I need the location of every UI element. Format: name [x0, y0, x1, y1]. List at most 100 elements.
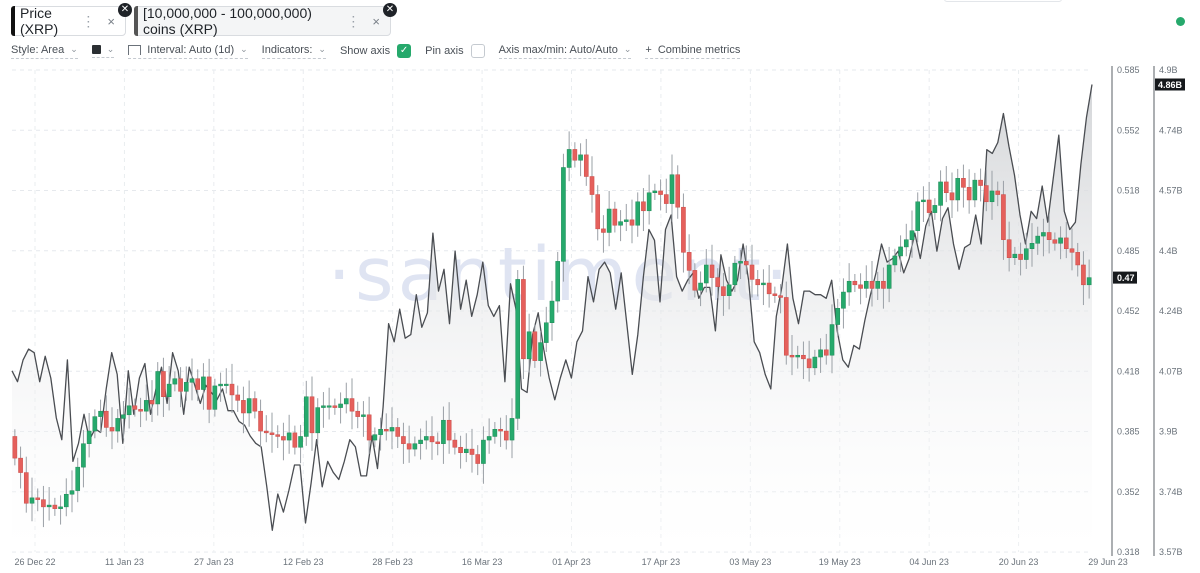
- close-tab-icon[interactable]: ✕: [118, 3, 132, 17]
- price-candle: [635, 201, 641, 226]
- price-candle: [1001, 194, 1006, 240]
- price-candle: [629, 219, 635, 226]
- price-candle: [681, 206, 686, 253]
- price-candle: [618, 221, 623, 226]
- price-candle: [841, 291, 846, 309]
- x-tick-label: 19 May 23: [819, 557, 861, 567]
- supply-tick-label: 3.57B: [1159, 547, 1183, 557]
- price-candle: [12, 436, 18, 459]
- price-candle: [401, 436, 406, 444]
- price-candle: [206, 376, 212, 410]
- style-label: Style: Area: [11, 43, 65, 56]
- price-candle: [1018, 253, 1023, 260]
- indicators-dropdown[interactable]: Indicators: ⌄: [261, 44, 326, 59]
- price-tick-label: 0.318: [1117, 547, 1140, 557]
- x-axis-labels: 26 Dec 22 11 Jan 23 27 Jan 23 12 Feb 23 28 F…: [14, 557, 1127, 567]
- price-candle: [978, 179, 983, 186]
- supply-tick-label: 4.07B: [1159, 366, 1183, 376]
- supply-tick-label: 4.4B: [1159, 246, 1178, 256]
- price-candle: [109, 427, 115, 432]
- price-candle: [526, 331, 532, 360]
- axis-maxmin-dropdown[interactable]: Axis max/min: Auto/Auto ⌄: [498, 44, 632, 59]
- price-candle: [823, 349, 829, 356]
- style-dropdown[interactable]: Style: Area ⌄: [11, 44, 78, 59]
- price-candle: [1075, 252, 1081, 266]
- price-candle: [721, 286, 726, 296]
- price-candle: [143, 400, 149, 412]
- interval-label: Interval: Auto (1d): [147, 43, 235, 56]
- remove-metric-icon[interactable]: ×: [107, 13, 115, 29]
- metric-color-bar: [11, 6, 15, 36]
- x-tick-label: 27 Jan 23: [194, 557, 234, 567]
- price-candle: [86, 430, 92, 444]
- x-tick-label: 04 Jun 23: [909, 557, 949, 567]
- pin-axis-checkbox[interactable]: [470, 44, 485, 58]
- price-candle: [949, 192, 955, 201]
- supply-current-label: 4.86B: [1158, 80, 1183, 90]
- price-candle: [281, 436, 286, 441]
- price-candle: [315, 407, 321, 434]
- price-candle: [595, 194, 601, 230]
- price-candle: [686, 252, 692, 271]
- price-candle: [395, 427, 401, 437]
- price-candle: [1035, 235, 1041, 244]
- price-candle: [795, 354, 801, 358]
- price-candle: [166, 383, 172, 397]
- price-tick-label: 0.352: [1117, 487, 1140, 497]
- price-candle: [1081, 264, 1086, 286]
- price-candle: [852, 280, 858, 286]
- price-candle: [555, 261, 561, 302]
- price-candle: [212, 385, 218, 410]
- price-candle: [915, 201, 921, 231]
- price-candle: [132, 405, 138, 410]
- price-current-badge: [1113, 271, 1137, 284]
- price-candle: [1006, 239, 1012, 258]
- price-candle: [343, 398, 349, 405]
- more-options-icon[interactable]: ⋮: [346, 12, 361, 29]
- price-current-label: 0.47: [1117, 273, 1135, 283]
- color-dropdown[interactable]: ⌄: [91, 44, 115, 58]
- price-candle: [183, 382, 189, 392]
- price-candle: [252, 398, 258, 412]
- price-candle: [1086, 277, 1092, 286]
- price-candle: [69, 490, 75, 495]
- price-candle: [926, 199, 932, 213]
- price-candle: [658, 190, 663, 195]
- supply-tick-label: 4.24B: [1159, 306, 1183, 316]
- interval-dropdown[interactable]: Interval: Auto (1d) ⌄: [128, 43, 248, 59]
- price-candle: [155, 371, 161, 405]
- remove-metric-icon[interactable]: ×: [372, 13, 380, 29]
- price-candle: [812, 356, 818, 369]
- price-candle: [332, 405, 338, 408]
- price-candle: [126, 405, 132, 416]
- metric-tab-label: [10,000,000 - 100,000,000) coins (XRP): [143, 5, 312, 37]
- price-candle: [932, 205, 938, 213]
- price-candle: [863, 280, 869, 289]
- price-tick-label: 0.585: [1117, 65, 1140, 75]
- price-candle: [612, 208, 618, 226]
- close-tab-icon[interactable]: ✕: [383, 3, 397, 17]
- price-candle: [669, 174, 675, 204]
- price-candle: [321, 405, 326, 408]
- metric-tab-price[interactable]: Price (XRP) ⋮ ×: [11, 5, 126, 37]
- price-candle: [326, 405, 332, 408]
- price-candle: [481, 439, 486, 464]
- price-candle: [801, 354, 806, 360]
- price-candle: [286, 432, 292, 441]
- price-candle: [743, 261, 749, 266]
- supply-tick-label: 4.74B: [1159, 125, 1183, 135]
- combine-label: Combine metrics: [657, 43, 741, 56]
- supply-tick-label: 4.57B: [1159, 186, 1183, 196]
- metric-tab-supply[interactable]: [10,000,000 - 100,000,000) coins (XRP) ⋮…: [134, 5, 391, 37]
- more-options-icon[interactable]: ⋮: [81, 12, 96, 29]
- price-candle: [903, 239, 909, 248]
- price-candle: [63, 493, 69, 508]
- combine-metrics-button[interactable]: + Combine metrics: [645, 43, 741, 59]
- show-axis-checkbox[interactable]: ✓: [397, 44, 412, 58]
- price-candle: [589, 176, 595, 195]
- price-candle: [446, 419, 452, 441]
- price-candle: [486, 436, 492, 441]
- x-tick-label: 20 Jun 23: [999, 557, 1039, 567]
- price-tick-label: 0.518: [1117, 186, 1140, 196]
